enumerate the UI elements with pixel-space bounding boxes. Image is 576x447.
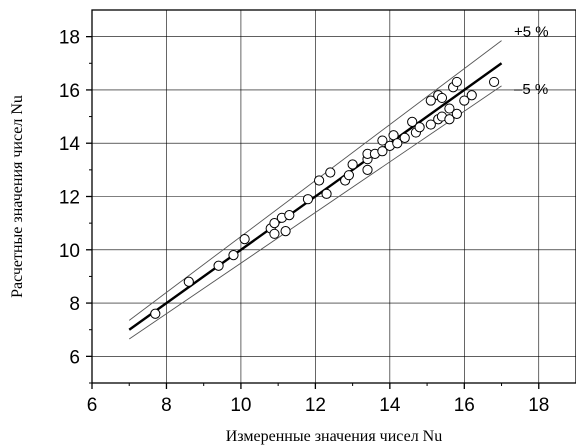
data-point [451, 76, 462, 88]
x-tick-label: 14 [379, 395, 401, 416]
y-tick-label: 6 [69, 347, 80, 368]
data-point [284, 210, 295, 221]
data-point [414, 122, 425, 133]
data-point [362, 164, 373, 175]
data-point [399, 132, 410, 143]
data-point [425, 95, 436, 106]
data-point [444, 103, 455, 114]
data-point [269, 228, 280, 239]
y-tick-label: 10 [59, 241, 80, 262]
data-point [343, 170, 354, 181]
axis-ticks [86, 35, 540, 389]
x-tick-label: 16 [454, 395, 475, 416]
x-tick-label: 6 [87, 395, 98, 416]
y-tick-label: 14 [59, 134, 81, 155]
y-axis-title: Расчетные значения чисел Nu [9, 95, 26, 298]
y-tick-label: 12 [59, 188, 80, 209]
data-point [321, 188, 332, 199]
data-point [280, 226, 291, 237]
data-point [436, 92, 448, 104]
data-points [150, 76, 500, 319]
data-point [150, 308, 161, 319]
data-point [444, 114, 455, 125]
x-tick-label: 12 [305, 395, 326, 416]
data-point [466, 90, 477, 101]
data-point [425, 119, 436, 130]
grid-lines [91, 10, 576, 383]
data-point [239, 234, 250, 245]
y-tick-label: 8 [69, 294, 80, 315]
tick-labels: 6 8 10 12 14 16 18 6 8 10 12 14 16 18 [59, 28, 549, 416]
upper-bound-label: +5 % [514, 24, 549, 41]
y-tick-label: 16 [59, 81, 80, 102]
data-point [459, 95, 470, 106]
data-point [302, 194, 314, 205]
data-point [347, 159, 358, 170]
data-point [314, 175, 325, 186]
data-point [488, 76, 500, 88]
lower-bound-line [128, 85, 502, 340]
lower-bound-label: –5 % [514, 81, 548, 98]
data-point [407, 116, 418, 128]
x-tick-label: 18 [528, 395, 549, 416]
data-point [213, 260, 224, 271]
data-point [377, 135, 388, 146]
data-point [377, 146, 388, 157]
y-tick-label: 18 [59, 28, 80, 49]
x-tick-label: 8 [161, 395, 172, 416]
data-point [228, 250, 239, 261]
x-axis-title: Измеренные значения чисел Nu [226, 428, 442, 445]
data-point [325, 167, 336, 178]
x-tick-label: 10 [230, 395, 251, 416]
data-point [269, 218, 280, 229]
data-point [451, 108, 462, 120]
data-point [183, 276, 194, 287]
data-point [392, 138, 403, 149]
